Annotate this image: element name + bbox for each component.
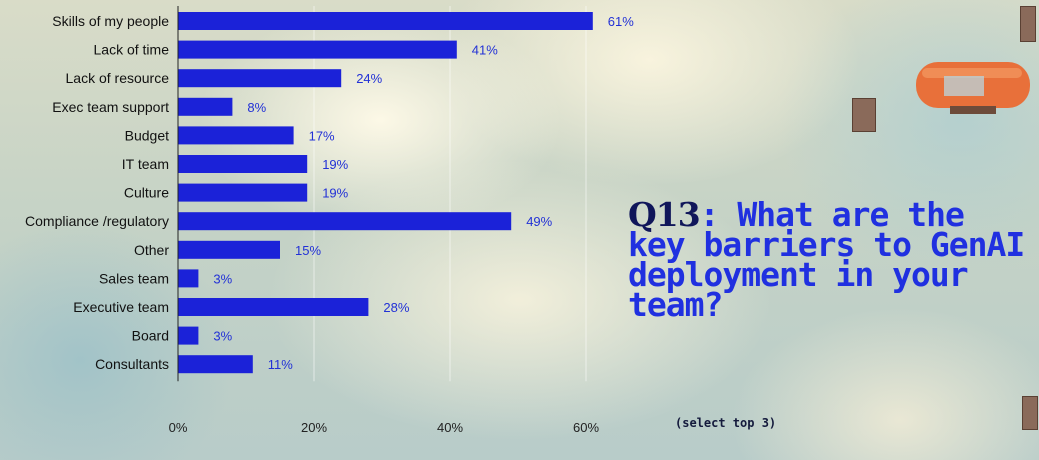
category-label: Board	[132, 328, 169, 344]
bar	[178, 183, 308, 202]
category-label: Other	[134, 242, 169, 258]
question-number: Q13	[628, 195, 701, 234]
category-label: Compliance /regulatory	[25, 213, 169, 229]
bar	[178, 298, 369, 316]
value-label: 3%	[213, 271, 232, 286]
bar	[178, 97, 233, 116]
bar	[178, 326, 199, 345]
question-subtitle: (select top 3)	[675, 416, 777, 430]
bar	[178, 69, 342, 88]
question-text: What are the key barriers to GenAI deplo…	[628, 195, 1025, 324]
x-tick-label: 60%	[573, 420, 599, 435]
chart-value-labels: 61% 41% 24% 8% 17% 19% 19% 49% 15% 3% 28% 3% 11%	[213, 14, 634, 372]
hanging-gondola-icon	[1022, 396, 1038, 430]
x-tick-label: 20%	[301, 420, 327, 435]
category-label: Budget	[125, 127, 169, 143]
bar	[178, 40, 457, 59]
value-label: 8%	[247, 100, 266, 115]
question-title: Q13: What are the key barriers to GenAI …	[628, 198, 1038, 321]
bar	[178, 240, 280, 259]
category-label: Culture	[124, 185, 169, 201]
category-label: Exec team support	[52, 99, 169, 115]
value-label: 61%	[608, 14, 634, 29]
x-tick-label: 0%	[169, 420, 188, 435]
question-colon: :	[699, 195, 738, 234]
value-label: 19%	[322, 186, 348, 201]
bar	[178, 126, 294, 145]
category-label: Sales team	[99, 270, 169, 286]
airship-illustration	[916, 62, 1030, 114]
hanging-gondola-icon	[852, 98, 876, 132]
chart-category-labels: Skills of my people Lack of time Lack of r…	[25, 13, 169, 372]
value-label: 49%	[526, 214, 552, 229]
chart-gridlines	[313, 6, 587, 382]
bar	[178, 269, 199, 288]
bar	[178, 212, 512, 231]
chart-x-tick-labels: 0% 20% 40% 60%	[169, 420, 600, 435]
value-label: 15%	[295, 243, 321, 258]
category-label: Executive team	[73, 299, 169, 315]
category-label: Skills of my people	[52, 13, 169, 29]
hanging-gondola-icon	[1020, 6, 1036, 42]
bar	[178, 355, 253, 374]
value-label: 41%	[472, 43, 498, 58]
value-label: 17%	[309, 128, 335, 143]
category-label: Consultants	[95, 356, 169, 372]
bar	[178, 155, 308, 173]
bar	[178, 12, 593, 30]
value-label: 11%	[268, 357, 293, 372]
category-label: Lack of time	[94, 42, 170, 58]
value-label: 3%	[213, 329, 232, 344]
category-label: Lack of resource	[66, 70, 170, 86]
value-label: 24%	[356, 71, 382, 86]
chart-bars	[178, 12, 593, 374]
x-tick-label: 40%	[437, 420, 463, 435]
category-label: IT team	[122, 156, 169, 172]
question-title-block: Q13: What are the key barriers to GenAI …	[628, 198, 1038, 321]
value-label: 28%	[383, 300, 409, 315]
value-label: 19%	[322, 157, 348, 172]
